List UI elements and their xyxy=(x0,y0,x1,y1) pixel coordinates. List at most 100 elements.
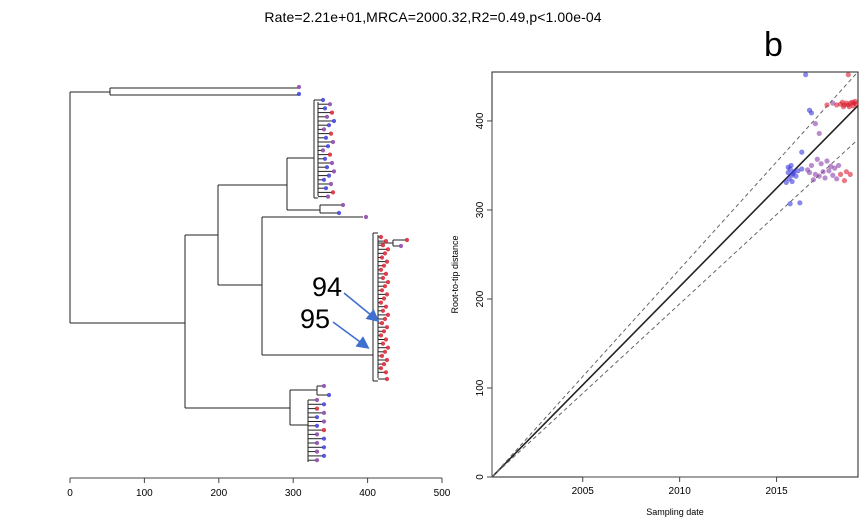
y-axis-tick-label: 400 xyxy=(475,112,486,129)
tip-point xyxy=(381,362,387,367)
tip-point xyxy=(296,91,302,97)
data-point xyxy=(799,166,805,172)
y-axis-tick-label: 100 xyxy=(475,379,486,396)
tip-point xyxy=(385,312,391,317)
data-point xyxy=(783,179,789,185)
data-point xyxy=(846,104,852,110)
tip-point xyxy=(326,173,332,178)
tip-point xyxy=(314,406,320,411)
data-point xyxy=(795,168,801,174)
tip-point xyxy=(381,263,387,268)
tip-point xyxy=(378,234,384,240)
tip-point xyxy=(330,190,336,195)
y-axis-tick-label: 200 xyxy=(475,290,486,307)
chart-title: Rate=2.21e+01,MRCA=2000.32,R2=0.49,p<1.0… xyxy=(264,9,602,25)
tip-point xyxy=(323,186,329,191)
data-point xyxy=(816,173,822,179)
tree-axis-tick-label: 0 xyxy=(67,488,73,499)
tip-point xyxy=(321,410,327,415)
data-point xyxy=(836,162,842,169)
tip-point xyxy=(379,288,385,293)
data-point xyxy=(830,100,836,106)
tip-point xyxy=(314,415,320,420)
tip-point xyxy=(331,118,337,124)
upper-bound-line xyxy=(491,71,859,478)
tip-point xyxy=(378,267,384,272)
phylogenetic-tree xyxy=(69,84,410,463)
tip-point xyxy=(378,333,384,338)
tip-point xyxy=(383,304,389,309)
tip-point xyxy=(314,458,320,463)
data-point xyxy=(847,171,853,177)
annotation-95: 95 xyxy=(300,304,330,334)
tip-point xyxy=(378,300,384,305)
tip-point xyxy=(331,169,337,174)
tip-point xyxy=(384,325,390,330)
data-point xyxy=(834,102,840,108)
tip-point xyxy=(326,123,332,128)
tree-axis-tick-label: 400 xyxy=(359,488,376,499)
data-point xyxy=(830,172,836,178)
root-to-tip-scatter: b 2005 2010 2015 Sampling date 0 100 200 300 400 R… xyxy=(450,26,859,517)
x-axis-tick-label: 2005 xyxy=(572,486,595,497)
data-point xyxy=(837,171,844,177)
x-axis-tick-label: 2010 xyxy=(669,486,692,497)
data-point xyxy=(850,103,856,109)
tip-point xyxy=(321,428,327,433)
tip-point xyxy=(328,131,334,136)
tip-point xyxy=(384,357,390,363)
data-point xyxy=(841,177,848,184)
tip-point xyxy=(380,243,386,248)
tip-point xyxy=(381,329,387,334)
y-axis-title: Root-to-tip distance xyxy=(450,235,460,313)
data-point xyxy=(785,164,791,170)
tip-point xyxy=(385,345,391,350)
data-point xyxy=(812,171,818,177)
tip-point xyxy=(404,237,410,243)
data-point xyxy=(810,177,817,183)
tip-point xyxy=(382,284,388,289)
tree-axis-tick-label: 500 xyxy=(434,488,451,499)
data-point xyxy=(845,72,851,78)
data-point xyxy=(824,102,830,108)
regression-line xyxy=(491,105,859,478)
tip-point xyxy=(314,432,320,437)
tip-point xyxy=(398,243,404,249)
tip-point xyxy=(329,160,335,166)
tip-point xyxy=(380,341,386,346)
tip-point xyxy=(385,280,391,285)
tip-point xyxy=(384,259,390,264)
tip-point xyxy=(314,423,320,428)
tip-point xyxy=(325,144,331,149)
data-point xyxy=(818,161,824,167)
tip-point xyxy=(327,102,333,107)
lower-bound-line xyxy=(491,139,859,478)
data-point xyxy=(808,110,815,116)
data-point xyxy=(799,149,805,155)
data-point xyxy=(808,162,815,169)
tip-point xyxy=(383,239,389,244)
tip-point xyxy=(324,114,330,119)
tip-point xyxy=(379,255,385,260)
tip-point xyxy=(384,376,390,382)
tip-point xyxy=(329,110,335,115)
data-point xyxy=(797,200,803,206)
tip-point xyxy=(323,135,329,140)
tip-point xyxy=(385,247,391,252)
data-point xyxy=(816,130,822,137)
data-point xyxy=(824,158,830,164)
data-point xyxy=(790,170,796,177)
tip-point xyxy=(321,177,327,182)
tip-point xyxy=(314,397,320,403)
data-point xyxy=(803,72,809,78)
tip-point xyxy=(321,383,327,389)
tip-point xyxy=(384,292,390,297)
data-point xyxy=(840,104,847,110)
tip-point xyxy=(363,214,369,220)
tip-point xyxy=(321,436,327,441)
tip-point xyxy=(321,127,327,132)
tip-point xyxy=(321,402,327,407)
data-point xyxy=(812,121,818,127)
